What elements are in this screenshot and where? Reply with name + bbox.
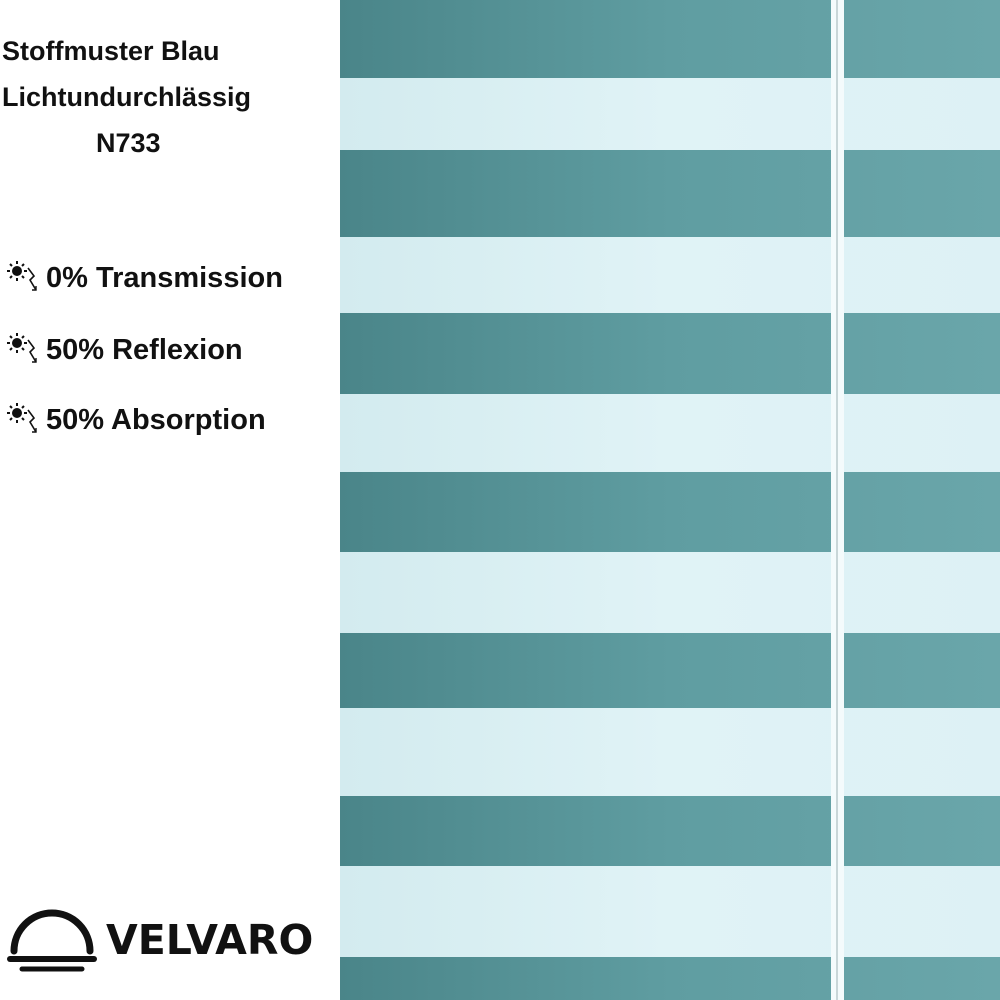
product-code: N733 [96,128,161,158]
product-title-line2: Lichtundurchlässig [2,82,252,112]
info-panel: Stoffmuster Blau Lichtundurchlässig N733… [0,0,340,1000]
fabric-stripes [340,0,1000,1000]
sun-light-icon [7,403,37,433]
dark-fabric-band [340,0,1000,78]
fabric-sample-image [340,0,1000,1000]
dark-fabric-band [340,472,1000,552]
property-transmission: 0% Transmission [6,258,283,298]
sun-light-icon [7,333,37,363]
property-label: 50% Absorption [46,403,266,436]
dark-fabric-band [340,957,1000,1000]
property-reflexion: 50% Reflexion [6,330,243,370]
dark-fabric-band [340,796,1000,866]
half-dome-logo-icon [7,909,97,972]
dark-fabric-band [340,150,1000,237]
property-absorption: 50% Absorption [6,400,266,440]
dark-fabric-band [340,313,1000,394]
product-title-line1: Stoffmuster Blau [2,36,220,66]
property-label: 50% Reflexion [46,333,243,366]
brand-logo: VELVARO [6,905,336,975]
property-label: 0% Transmission [46,261,283,294]
dark-fabric-band [340,633,1000,708]
sun-light-icon [7,261,37,291]
brand-name: VELVARO [106,916,314,964]
